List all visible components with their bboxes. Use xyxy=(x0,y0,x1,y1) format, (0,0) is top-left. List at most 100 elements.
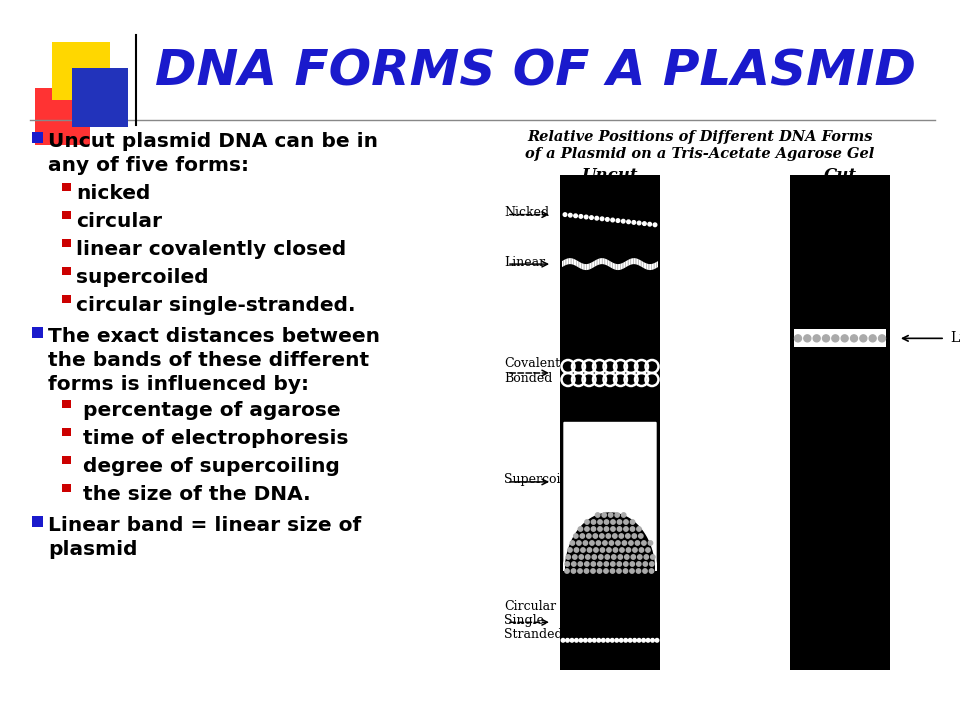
Circle shape xyxy=(572,555,577,559)
Polygon shape xyxy=(653,263,655,269)
Circle shape xyxy=(585,569,588,573)
Circle shape xyxy=(597,569,602,573)
Polygon shape xyxy=(32,327,43,338)
Polygon shape xyxy=(612,263,614,269)
Polygon shape xyxy=(578,261,580,268)
Polygon shape xyxy=(570,258,572,264)
Circle shape xyxy=(585,562,589,566)
Circle shape xyxy=(591,520,596,524)
Circle shape xyxy=(630,569,635,573)
Polygon shape xyxy=(580,262,582,269)
Circle shape xyxy=(616,219,620,222)
Circle shape xyxy=(633,639,636,642)
Circle shape xyxy=(606,639,610,642)
Polygon shape xyxy=(562,260,564,267)
Circle shape xyxy=(642,639,645,642)
Circle shape xyxy=(604,520,609,524)
Polygon shape xyxy=(593,261,594,268)
Text: Circular
Single
Stranded: Circular Single Stranded xyxy=(504,600,563,641)
Text: supercoiled: supercoiled xyxy=(76,268,208,287)
Text: Cut: Cut xyxy=(824,167,856,184)
Text: nicked: nicked xyxy=(76,184,151,203)
Circle shape xyxy=(643,569,647,573)
Polygon shape xyxy=(601,258,603,264)
Circle shape xyxy=(609,513,612,517)
Polygon shape xyxy=(591,262,593,269)
Polygon shape xyxy=(62,456,71,464)
Polygon shape xyxy=(587,264,588,270)
Text: Covalently
Bonded: Covalently Bonded xyxy=(504,358,571,384)
Circle shape xyxy=(624,527,628,531)
Polygon shape xyxy=(577,261,578,267)
Circle shape xyxy=(653,223,657,227)
Polygon shape xyxy=(619,264,620,270)
Text: Supercoiled: Supercoiled xyxy=(504,474,580,487)
Circle shape xyxy=(831,335,839,342)
Circle shape xyxy=(585,527,589,531)
Polygon shape xyxy=(596,259,598,266)
Circle shape xyxy=(580,534,585,539)
Polygon shape xyxy=(617,264,619,270)
Circle shape xyxy=(639,548,643,552)
Text: Relative Positions of Different DNA Forms: Relative Positions of Different DNA Form… xyxy=(527,130,873,144)
Polygon shape xyxy=(62,400,71,408)
Circle shape xyxy=(578,569,582,573)
Circle shape xyxy=(631,520,635,524)
Polygon shape xyxy=(614,264,615,270)
Circle shape xyxy=(804,335,811,342)
Circle shape xyxy=(841,335,849,342)
Polygon shape xyxy=(32,132,43,143)
Circle shape xyxy=(599,555,603,559)
Polygon shape xyxy=(638,259,640,266)
Polygon shape xyxy=(608,260,610,266)
Circle shape xyxy=(636,569,640,573)
Circle shape xyxy=(591,527,595,531)
Circle shape xyxy=(646,639,650,642)
Circle shape xyxy=(641,541,646,545)
Circle shape xyxy=(624,562,628,566)
Circle shape xyxy=(586,555,590,559)
Circle shape xyxy=(562,639,564,642)
Circle shape xyxy=(592,639,596,642)
Polygon shape xyxy=(585,264,587,270)
Circle shape xyxy=(617,520,622,524)
Polygon shape xyxy=(62,267,71,275)
Circle shape xyxy=(578,562,583,566)
Circle shape xyxy=(612,555,616,559)
Polygon shape xyxy=(598,258,599,265)
Circle shape xyxy=(642,222,646,225)
Circle shape xyxy=(624,639,628,642)
Circle shape xyxy=(627,220,631,224)
Circle shape xyxy=(593,534,597,539)
Text: percentage of agarose: percentage of agarose xyxy=(76,401,341,420)
Circle shape xyxy=(626,548,631,552)
Circle shape xyxy=(611,520,615,524)
Circle shape xyxy=(823,335,829,342)
Circle shape xyxy=(595,217,599,220)
Circle shape xyxy=(581,548,586,552)
Circle shape xyxy=(571,569,576,573)
Polygon shape xyxy=(588,264,589,270)
Circle shape xyxy=(570,639,574,642)
Circle shape xyxy=(619,534,624,539)
Circle shape xyxy=(637,555,642,559)
Polygon shape xyxy=(565,258,567,265)
Circle shape xyxy=(611,639,614,642)
Text: Uncut plasmid DNA can be in
any of five forms:: Uncut plasmid DNA can be in any of five … xyxy=(48,132,378,175)
Polygon shape xyxy=(594,260,596,267)
Circle shape xyxy=(584,639,588,642)
Text: of a Plasmid on a Tris-Acetate Agarose Gel: of a Plasmid on a Tris-Acetate Agarose G… xyxy=(525,147,875,161)
Circle shape xyxy=(611,527,615,531)
Circle shape xyxy=(594,548,598,552)
Polygon shape xyxy=(564,423,656,571)
Polygon shape xyxy=(622,262,624,269)
Circle shape xyxy=(621,220,625,223)
Polygon shape xyxy=(624,261,626,269)
Circle shape xyxy=(578,527,583,531)
Circle shape xyxy=(643,562,648,566)
Circle shape xyxy=(603,541,607,545)
Polygon shape xyxy=(647,264,648,270)
Circle shape xyxy=(565,639,569,642)
Polygon shape xyxy=(62,183,71,191)
Circle shape xyxy=(629,541,634,545)
